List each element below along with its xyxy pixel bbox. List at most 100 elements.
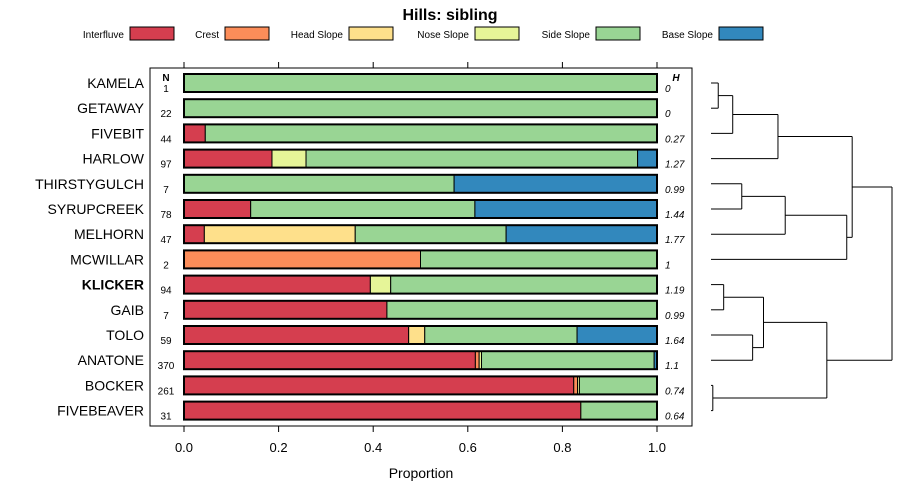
h-value-getaway: 0	[665, 109, 671, 120]
bar-segment-mcwillar-crest	[183, 249, 421, 269]
h-value-kamela: 0	[665, 84, 671, 95]
bar-segment-tolo-interfluve	[183, 325, 410, 345]
bar-segment-melhorn-side-slope	[354, 224, 507, 244]
bar-segment-fivebit-side-slope	[204, 123, 658, 143]
x-tick-label: 0.6	[459, 440, 477, 455]
legend-swatch-base-slope	[718, 26, 764, 41]
legend-label-head-slope: Head Slope	[291, 30, 344, 41]
legend-label-base-slope: Base Slope	[662, 30, 714, 41]
bar-segment-bocker-crest	[573, 375, 579, 395]
bar-segment-thirstygulch-side-slope	[183, 174, 455, 194]
bar-segment-tolo-base-slope	[576, 325, 658, 345]
x-axis: 0.0 0.2 0.4 0.6 0.8 1.0	[175, 62, 666, 455]
bar-segment-getaway-side-slope	[183, 98, 658, 118]
n-value-kamela: 1	[163, 84, 169, 95]
bar-outline-bocker	[183, 375, 658, 396]
bar-outline-getaway	[183, 98, 658, 119]
h-value-syrupcreek: 1.44	[665, 210, 685, 221]
bar-outline-mcwillar	[183, 249, 658, 270]
legend-swatch-nose-slope	[474, 26, 520, 41]
bar-segment-anatone-crest	[474, 350, 480, 370]
bar-segment-klicker-interfluve	[183, 275, 371, 295]
h-value-fivebit: 0.27	[665, 134, 685, 145]
bar-segment-syrupcreek-interfluve	[183, 199, 252, 219]
x-tick-label: 0.2	[270, 440, 288, 455]
bar-segment-syrupcreek-base-slope	[474, 199, 658, 219]
legend-label-crest: Crest	[195, 30, 219, 41]
bar-segment-anatone-interfluve	[183, 350, 476, 370]
bar-segment-bocker-side-slope	[578, 375, 658, 395]
h-value-anatone: 1.1	[665, 361, 679, 372]
bar-segment-bocker-interfluve	[183, 375, 575, 395]
h-value-thirstygulch: 0.99	[665, 185, 685, 196]
row-label-fivebeaver: FIVEBEAVER	[57, 403, 144, 419]
bar-segment-gaib-side-slope	[386, 300, 658, 320]
legend-swatch-interfluve	[129, 26, 175, 41]
h-value-gaib: 0.99	[665, 311, 685, 322]
plot-frame	[149, 67, 693, 427]
row-label-gaib: GAIB	[111, 302, 144, 318]
bar-segment-tolo-side-slope	[424, 325, 578, 345]
bar-outline-harlow	[183, 148, 658, 169]
n-value-fivebit: 44	[160, 134, 172, 145]
bar-outline-tolo	[183, 325, 658, 345]
n-value-tolo: 59	[160, 336, 172, 347]
row-label-thirstygulch: THIRSTYGULCH	[35, 176, 144, 192]
bar-outline-fivebit	[183, 123, 658, 144]
bar-segment-harlow-nose-slope	[271, 149, 307, 169]
bar-segment-harlow-interfluve	[183, 149, 273, 169]
row-label-kamela: KAMELA	[87, 75, 144, 91]
h-value-klicker: 1.19	[665, 286, 685, 297]
n-value-fivebeaver: 31	[160, 412, 172, 423]
bar-segment-melhorn-interfluve	[183, 224, 205, 244]
x-tick-label: 0.8	[553, 440, 571, 455]
h-value-tolo: 1.64	[665, 336, 685, 347]
dendrogram	[711, 82, 893, 412]
n-value-getaway: 22	[160, 109, 172, 120]
h-value-fivebeaver: 0.64	[665, 412, 685, 423]
x-tick-label: 1.0	[648, 440, 666, 455]
legend-label-side-slope: Side Slope	[542, 30, 591, 41]
bar-segment-thirstygulch-base-slope	[453, 174, 658, 194]
bar-segment-melhorn-base-slope	[505, 224, 658, 244]
n-value-melhorn: 47	[160, 235, 172, 246]
legend-swatch-head-slope	[348, 26, 394, 41]
bar-outline-thirstygulch	[183, 173, 658, 194]
n-value-klicker: 94	[160, 286, 172, 297]
bar-outline-kamela	[183, 73, 658, 93]
n-value-harlow: 97	[160, 160, 172, 171]
row-label-syrupcreek: SYRUPCREEK	[48, 201, 145, 217]
bar-segment-gaib-interfluve	[183, 300, 388, 320]
bar-segment-kamela-side-slope	[183, 73, 658, 93]
row-label-melhorn: MELHORN	[74, 226, 144, 242]
legend-swatch-crest	[224, 26, 270, 41]
bar-outline-syrupcreek	[183, 199, 658, 219]
h-value-mcwillar: 1	[665, 260, 671, 271]
row-label-bocker: BOCKER	[85, 377, 144, 393]
row-label-klicker: KLICKER	[82, 277, 144, 293]
bar-outline-fivebeaver	[183, 400, 658, 421]
bar-segment-klicker-nose-slope	[369, 275, 392, 295]
chart-title: Hills: sibling	[402, 7, 497, 24]
bar-segment-fivebeaver-side-slope	[580, 401, 658, 421]
legend-label-nose-slope: Nose Slope	[417, 30, 469, 41]
row-label-harlow: HARLOW	[83, 151, 145, 167]
legend-swatch-side-slope	[595, 26, 641, 41]
bar-segment-harlow-side-slope	[305, 149, 639, 169]
row-label-getaway: GETAWAY	[77, 100, 145, 116]
bar-outline-anatone	[183, 350, 658, 371]
legend-label-interfluve: Interfluve	[83, 30, 125, 41]
bar-segment-mcwillar-side-slope	[420, 249, 658, 269]
bar-segment-tolo-head-slope	[408, 325, 426, 345]
bar-segment-harlow-base-slope	[637, 149, 658, 169]
x-tick-label: 0.4	[364, 440, 382, 455]
bar-outline-klicker	[183, 274, 658, 295]
row-label-mcwillar: MCWILLAR	[70, 251, 144, 267]
row-label-fivebit: FIVEBIT	[91, 125, 144, 141]
bar-segment-klicker-side-slope	[390, 275, 658, 295]
n-value-thirstygulch: 7	[163, 185, 169, 196]
bar-segment-fivebeaver-interfluve	[183, 401, 582, 421]
row-label-tolo: TOLO	[106, 327, 144, 343]
n-value-bocker: 261	[158, 386, 175, 397]
